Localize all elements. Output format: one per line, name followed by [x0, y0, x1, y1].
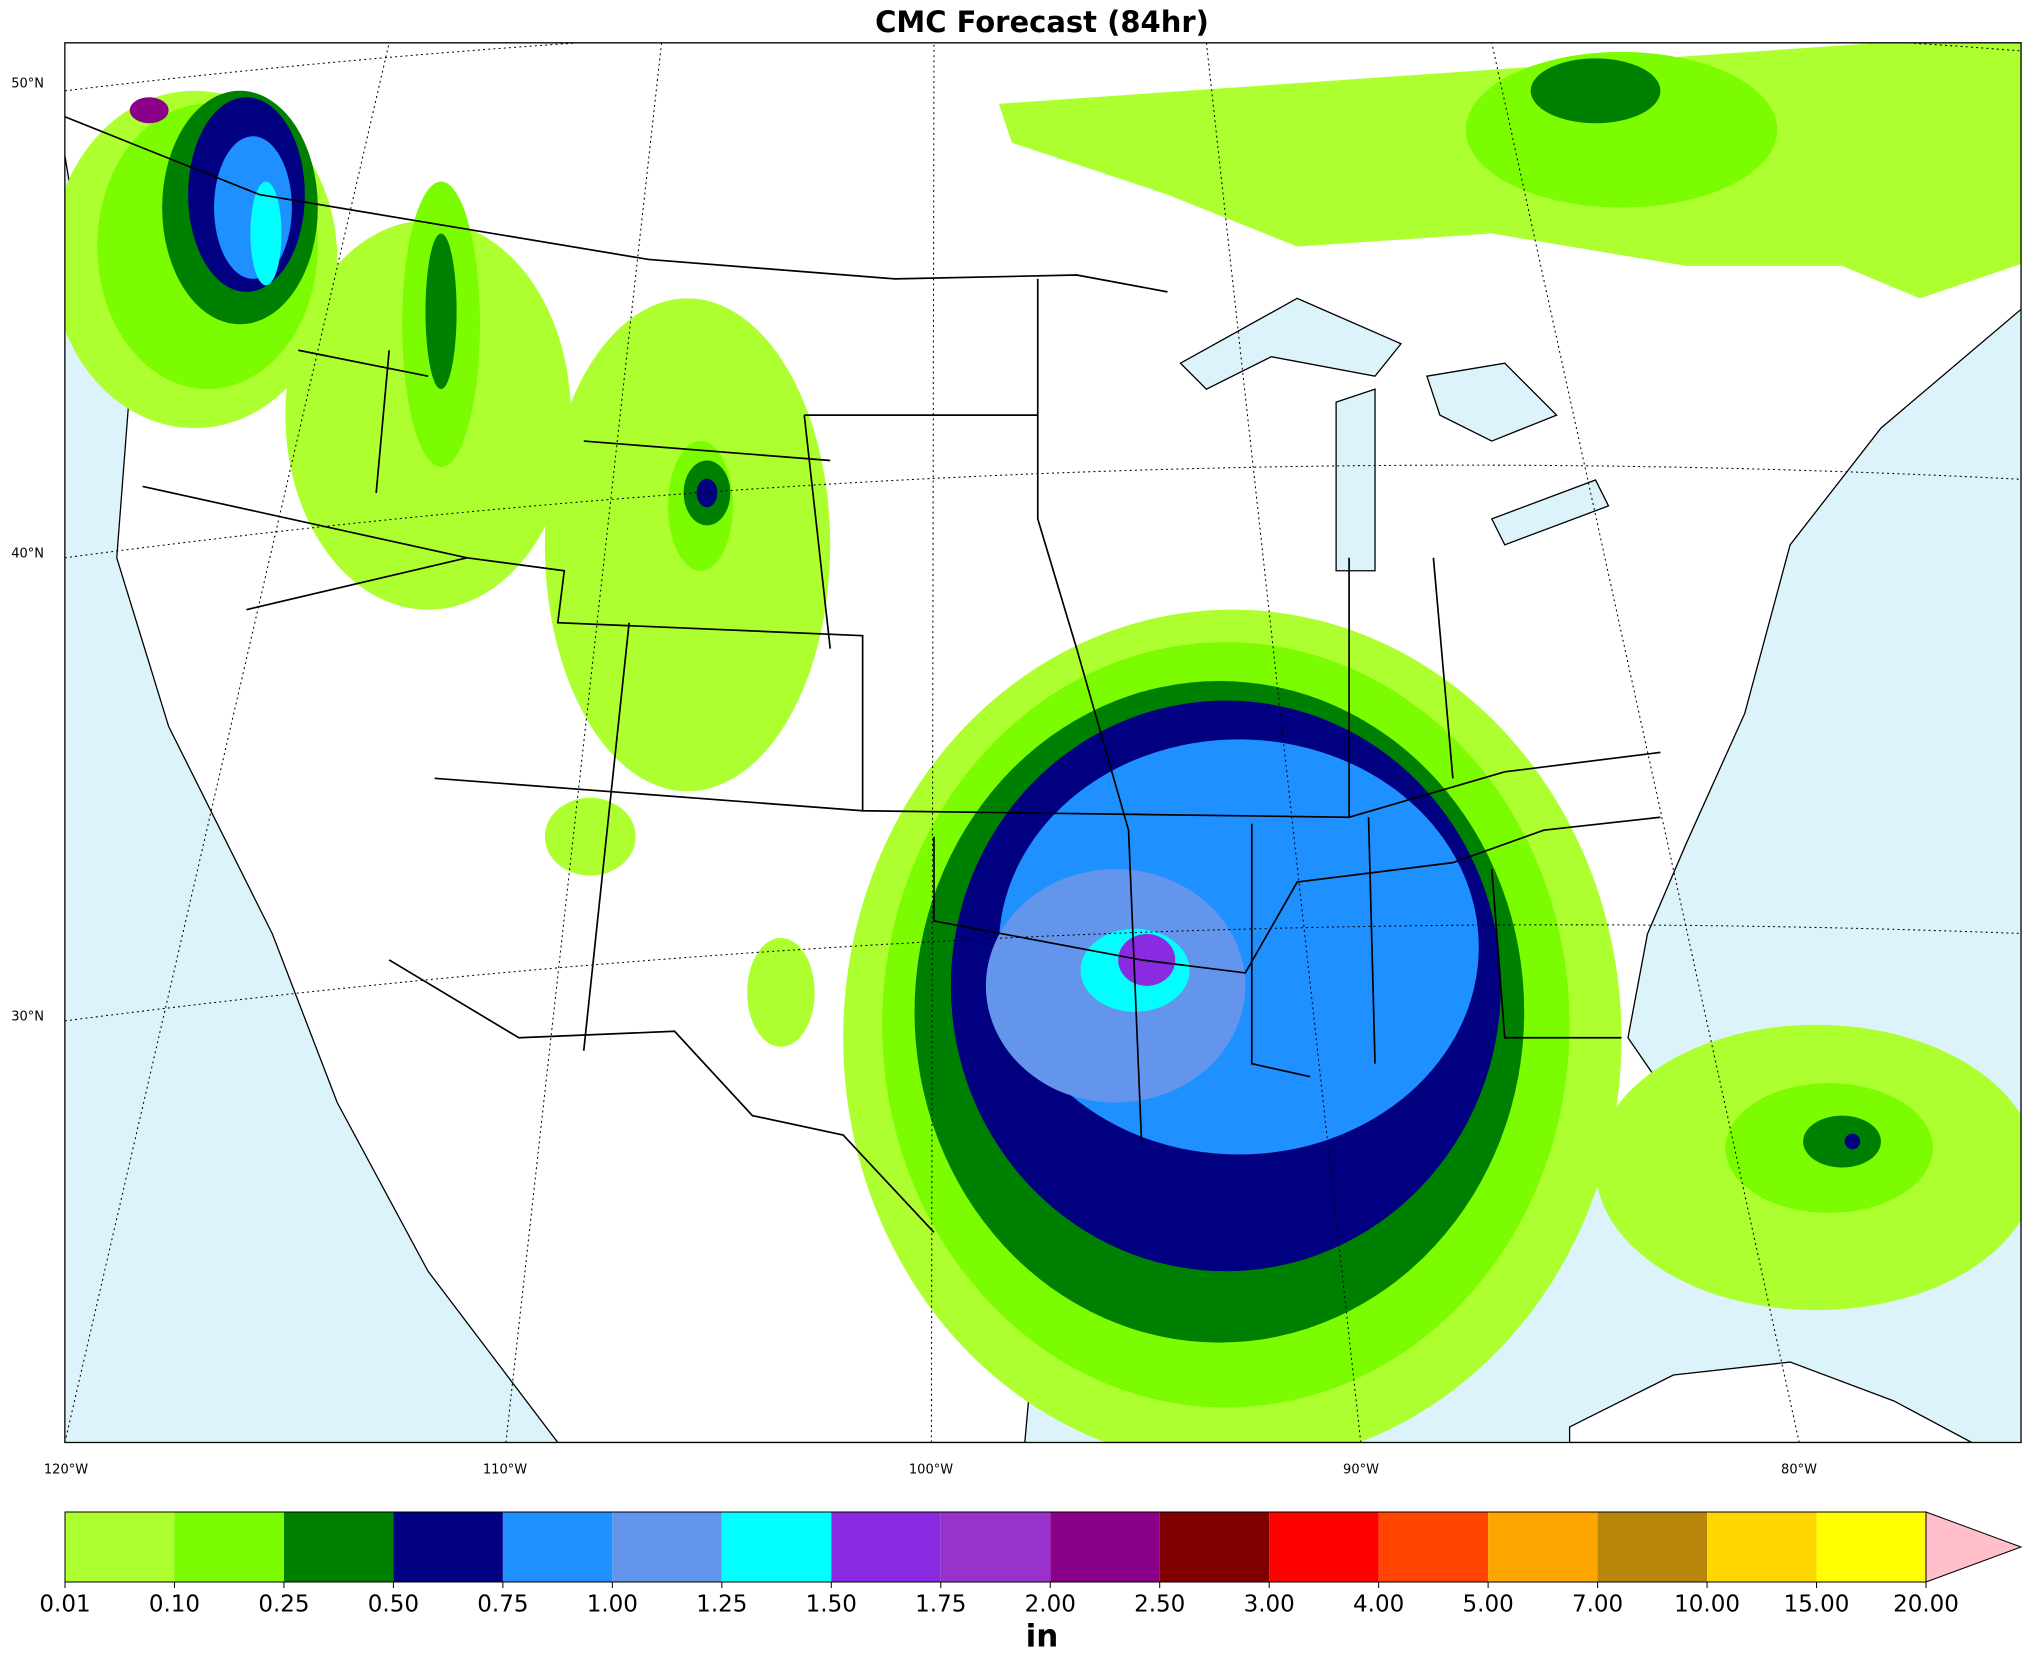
colorbar-tick-label: 5.00 — [1463, 1592, 1514, 1618]
map — [64, 42, 2022, 1444]
colorbar-segment — [1378, 1512, 1489, 1582]
colorbar-tick-label: 20.00 — [1893, 1592, 1959, 1618]
colorbar-tick-label: 1.00 — [587, 1592, 638, 1618]
borders — [64, 115, 1661, 1233]
colorbar-tick-label: 0.25 — [258, 1592, 309, 1618]
lon-label: 100°W — [909, 1463, 953, 1478]
colorbar-extend — [1925, 1511, 2023, 1583]
colorbar-segment — [1269, 1512, 1379, 1582]
precip-contour — [696, 478, 718, 508]
precip-contour — [1803, 1115, 1881, 1168]
colorbar-frame — [64, 1511, 1927, 1583]
colorbar-tick-label: 1.50 — [806, 1592, 857, 1618]
colorbar-segment — [283, 1512, 394, 1582]
colorbar-segment — [65, 1512, 175, 1582]
lon-label: 80°W — [1781, 1463, 1817, 1478]
colorbar-segment — [1597, 1512, 1708, 1582]
axis-labels: 50°N 40°N 30°N 120°W 110°W 100°W 90°W 80°W — [11, 77, 1817, 1478]
colorbar-segment — [612, 1512, 722, 1582]
precip-contour — [129, 97, 169, 124]
colorbar-tick-label: 1.25 — [696, 1592, 747, 1618]
lat-label: 30°N — [11, 1010, 44, 1025]
colorbar-tick-label: 1.75 — [915, 1592, 966, 1618]
great-lakes — [1179, 297, 1610, 572]
lat-label: 40°N — [11, 547, 44, 562]
title: CMC Forecast (84hr) — [875, 5, 1209, 39]
map-frame — [64, 42, 2022, 1444]
colorbar: 0.01 0.10 0.25 0.50 0.75 1.00 1.25 1.50 1.75 2.00… — [39, 1511, 2023, 1655]
lon-label: 120°W — [44, 1463, 88, 1478]
precip-contour — [425, 233, 457, 390]
precip-contour — [1530, 58, 1661, 124]
precip-contour — [544, 797, 636, 876]
colorbar-segment — [1050, 1512, 1160, 1582]
colorbar-tick-label: 7.00 — [1572, 1592, 1623, 1618]
colorbar-segment — [174, 1512, 284, 1582]
lon-label: 90°W — [1343, 1463, 1379, 1478]
colorbar-tick-label: 15.00 — [1784, 1592, 1850, 1618]
colorbar-segment — [831, 1512, 941, 1582]
precipitation — [64, 42, 2022, 1443]
colorbar-tick-label: 4.00 — [1353, 1592, 1404, 1618]
cuba — [1568, 1361, 1973, 1443]
colorbar-tick-label: 3.00 — [1244, 1592, 1295, 1618]
colorbar-tick-label: 0.50 — [368, 1592, 419, 1618]
colorbar-segment — [940, 1512, 1051, 1582]
colorbar-segment — [502, 1512, 613, 1582]
colorbar-tick-label: 0.10 — [149, 1592, 200, 1618]
graticule — [64, 42, 2022, 1443]
colorbar-segment — [1159, 1512, 1270, 1582]
precip-contour — [1844, 1133, 1861, 1150]
colorbar-tick-label: 0.75 — [477, 1592, 528, 1618]
colorbar-segment — [1707, 1512, 1817, 1582]
colorbar-tick-label: 0.01 — [39, 1592, 90, 1618]
precip-contour — [747, 937, 815, 1047]
precip-contour — [250, 181, 282, 286]
lon-label: 110°W — [483, 1463, 527, 1478]
colorbar-tick-label: 2.50 — [1134, 1592, 1185, 1618]
colorbar-tick-label: 2.00 — [1025, 1592, 1076, 1618]
colorbar-label: in — [1026, 1619, 1059, 1655]
colorbar-segment — [721, 1512, 832, 1582]
colorbar-segment — [1816, 1512, 1926, 1582]
colorbar-tick-label: 10.00 — [1674, 1592, 1740, 1618]
colorbar-segment — [1488, 1512, 1598, 1582]
colorbar-segment — [393, 1512, 503, 1582]
lat-label: 50°N — [11, 77, 44, 92]
